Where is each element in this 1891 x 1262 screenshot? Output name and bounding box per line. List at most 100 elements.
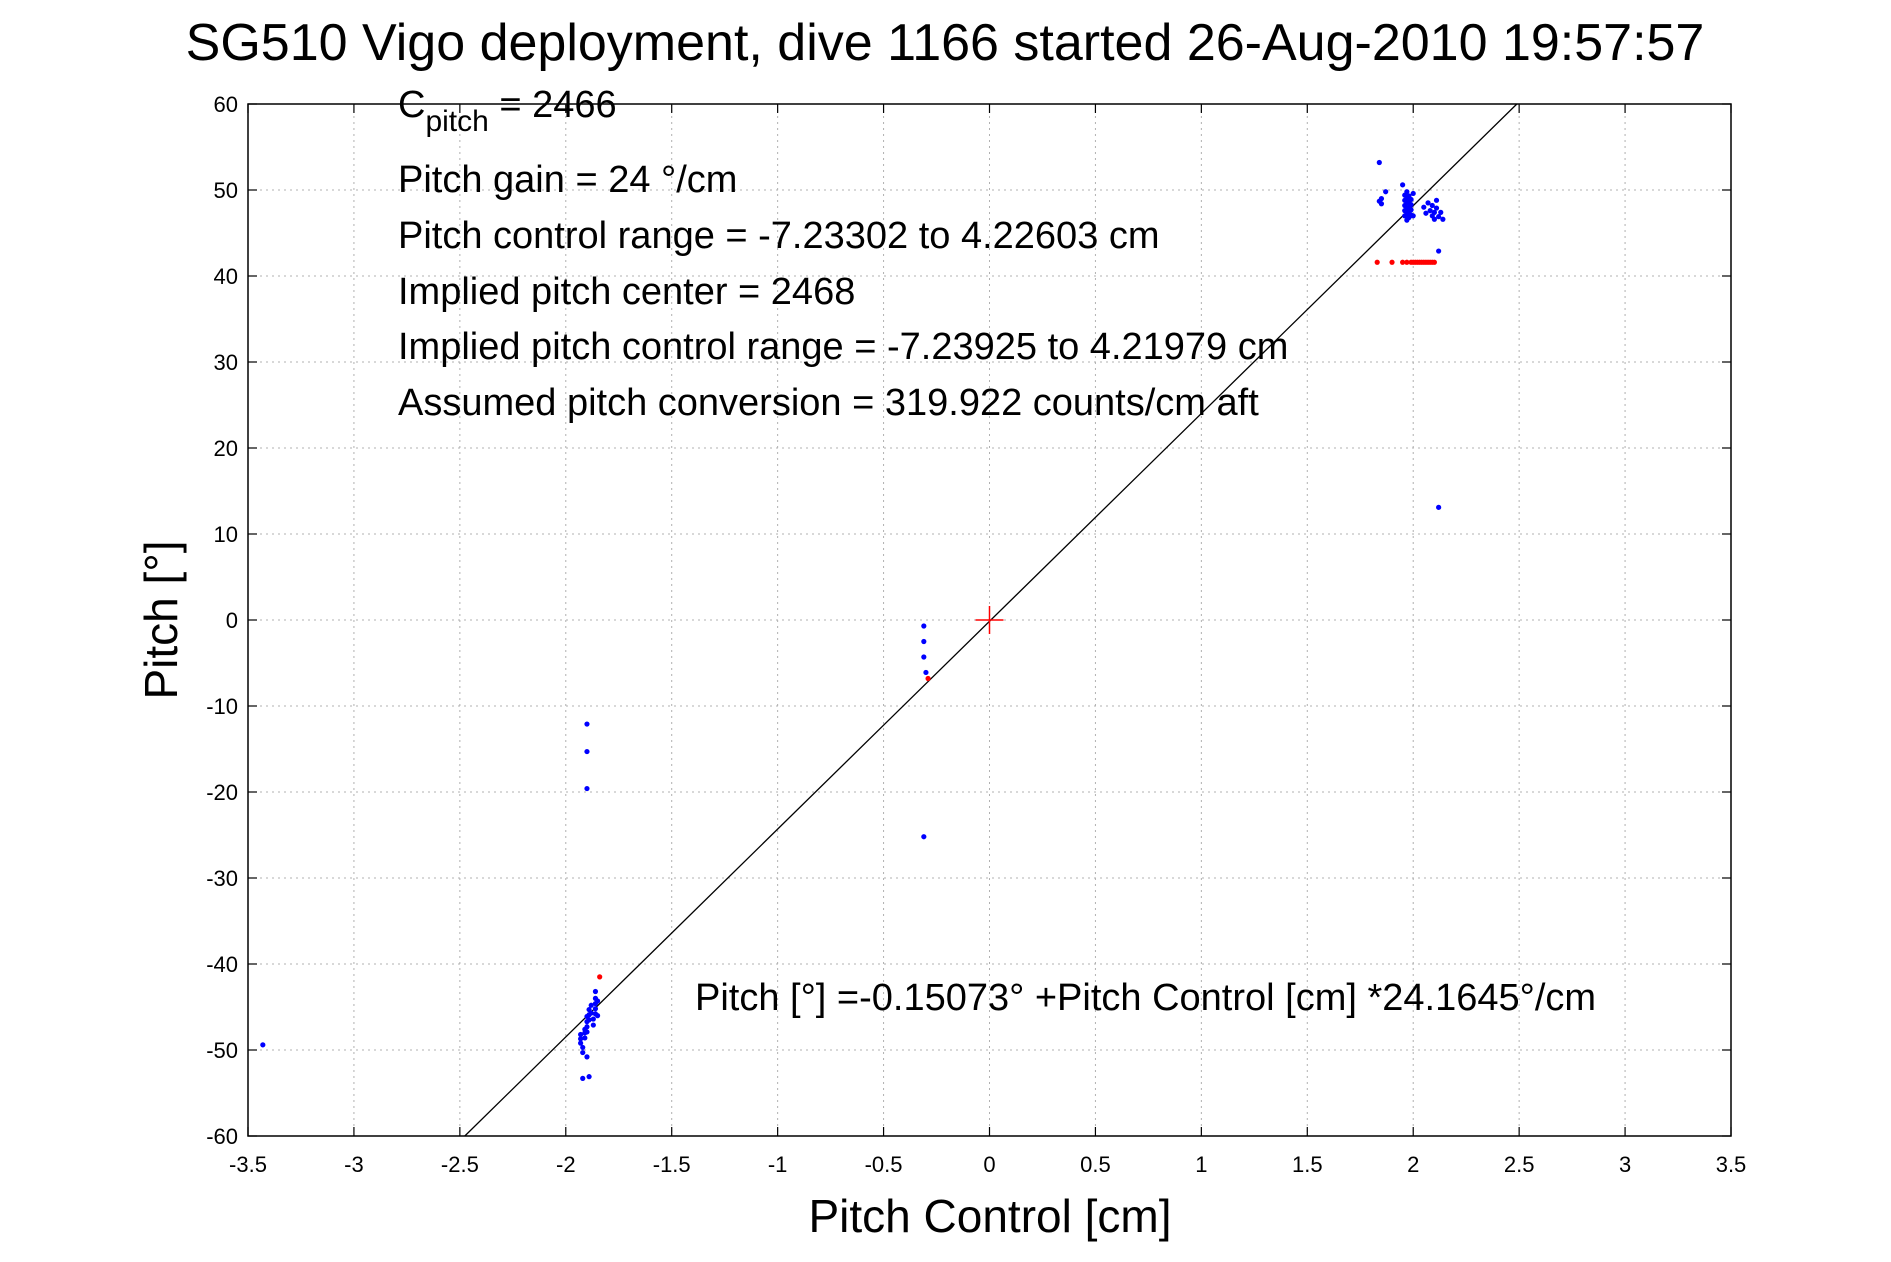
- data-point-blue: [1436, 214, 1442, 220]
- data-point-blue: [584, 1054, 590, 1060]
- data-point-blue: [1431, 216, 1437, 222]
- c-pitch-value: = 2466: [489, 84, 617, 126]
- data-point-blue: [260, 1042, 266, 1048]
- center-marker-layer: [975, 606, 1004, 634]
- c-pitch-subscript: pitch: [425, 105, 488, 138]
- data-point-blue: [1378, 201, 1385, 207]
- data-point-blue: [1423, 210, 1429, 216]
- x-tick-label: -3: [344, 1152, 364, 1177]
- x-tick-label: -1: [768, 1152, 788, 1177]
- annotation-fit-equation: Pitch [°] =-0.15073° +Pitch Control [cm]…: [695, 977, 1596, 1019]
- data-point-red: [1431, 259, 1437, 265]
- data-point-blue: [921, 638, 927, 645]
- data-point-blue: [1440, 216, 1446, 222]
- y-tick-label: 0: [226, 608, 238, 633]
- x-tick-label: 3: [1619, 1152, 1631, 1177]
- data-point-blue: [921, 834, 927, 840]
- data-point-blue: [923, 669, 929, 676]
- y-tick-label: 40: [214, 264, 238, 289]
- data-point-blue: [594, 1013, 601, 1019]
- x-tick-label: -1.5: [653, 1152, 691, 1177]
- chart-title: SG510 Vigo deployment, dive 1166 started…: [186, 14, 1705, 72]
- data-point-blue: [584, 1029, 590, 1035]
- data-point-blue: [1421, 204, 1427, 210]
- data-point-blue: [588, 1010, 594, 1016]
- data-point-blue: [584, 1024, 590, 1030]
- x-tick-label: 0: [983, 1152, 995, 1177]
- data-point-blue: [1400, 182, 1406, 188]
- x-tick-label: -0.5: [865, 1152, 903, 1177]
- y-tick-label: -40: [206, 952, 238, 977]
- y-tick-label: 30: [214, 350, 238, 375]
- y-tick-label: -60: [206, 1124, 238, 1149]
- x-tick-label: 2.5: [1504, 1152, 1535, 1177]
- data-point-blue: [1431, 209, 1437, 215]
- data-point-blue: [1408, 202, 1414, 208]
- x-tick-label: 3.5: [1716, 1152, 1747, 1177]
- annotation-implied-center: Implied pitch center = 2468: [398, 271, 855, 313]
- data-point-red: [1389, 259, 1395, 265]
- y-tick-label: 10: [214, 522, 238, 547]
- data-point-blue: [586, 1074, 592, 1080]
- x-tick-label: -2.5: [441, 1152, 479, 1177]
- annotation-c-pitch: Cpitch = 2466: [398, 84, 617, 138]
- data-point-blue: [921, 654, 927, 660]
- data-point-blue: [921, 623, 927, 629]
- y-tick-label: -10: [206, 694, 238, 719]
- data-point-red: [1404, 259, 1410, 265]
- data-point-blue: [1376, 159, 1382, 166]
- x-tick-label: 2: [1407, 1152, 1419, 1177]
- x-tick-label: 1: [1195, 1152, 1207, 1177]
- data-point-blue: [592, 1006, 599, 1012]
- data-point-red: [1374, 259, 1380, 265]
- data-point-blue: [590, 1016, 596, 1022]
- data-point-blue: [1438, 209, 1444, 215]
- data-point-blue: [1436, 504, 1442, 510]
- data-point-blue: [1410, 190, 1416, 197]
- y-tick-label: 50: [214, 178, 238, 203]
- data-point-red: [925, 675, 931, 682]
- y-tick-label: -30: [206, 866, 238, 891]
- data-point-blue: [584, 748, 590, 755]
- annotation-pitch-gain: Pitch gain = 24 °/cm: [398, 159, 737, 201]
- data-point-blue: [594, 998, 601, 1004]
- data-point-red: [597, 974, 603, 980]
- data-point-blue: [578, 1036, 584, 1042]
- data-point-blue: [580, 1049, 586, 1056]
- data-point-blue: [1433, 205, 1440, 211]
- y-tick-label: -20: [206, 780, 238, 805]
- y-tick-label: 20: [214, 436, 238, 461]
- data-point-blue: [1404, 189, 1410, 195]
- y-tick-label: 60: [214, 92, 238, 117]
- data-point-blue: [578, 1031, 584, 1038]
- annotation-implied-range: Implied pitch control range = -7.23925 t…: [398, 326, 1288, 368]
- data-point-blue: [580, 1044, 586, 1051]
- data-point-blue: [1427, 208, 1433, 214]
- x-tick-label: 1.5: [1292, 1152, 1323, 1177]
- data-point-blue: [1436, 248, 1442, 254]
- data-point-blue: [1408, 207, 1414, 213]
- data-point-blue: [1429, 202, 1435, 209]
- data-point-blue: [1425, 200, 1431, 206]
- data-points: [260, 159, 1446, 1081]
- data-point-blue: [592, 988, 599, 995]
- data-point-blue: [1383, 189, 1389, 195]
- data-point-blue: [584, 785, 590, 792]
- annotation-conversion: Assumed pitch conversion = 319.922 count…: [398, 382, 1259, 424]
- data-point-blue: [582, 1035, 588, 1041]
- data-point-blue: [1433, 197, 1440, 203]
- axis-ticks: -3.5 -3 -2.5 -2 -1.5 -1 -0.5 0 0.5 1 1.5 2 2.5 3 3.5 -6…: [206, 92, 1746, 1177]
- annotation-control-range: Pitch control range = -7.23302 to 4.2260…: [398, 215, 1160, 257]
- x-tick-label: -3.5: [229, 1152, 267, 1177]
- data-point-blue: [578, 1040, 584, 1046]
- data-point-blue: [580, 1075, 586, 1081]
- x-tick-label: -2: [556, 1152, 576, 1177]
- y-tick-label: -50: [206, 1038, 238, 1063]
- c-pitch-base: C: [398, 84, 425, 126]
- data-point-blue: [586, 1017, 592, 1023]
- data-point-blue: [1410, 213, 1416, 219]
- x-axis-label: Pitch Control [cm]: [809, 1190, 1172, 1242]
- data-point-blue: [584, 721, 590, 727]
